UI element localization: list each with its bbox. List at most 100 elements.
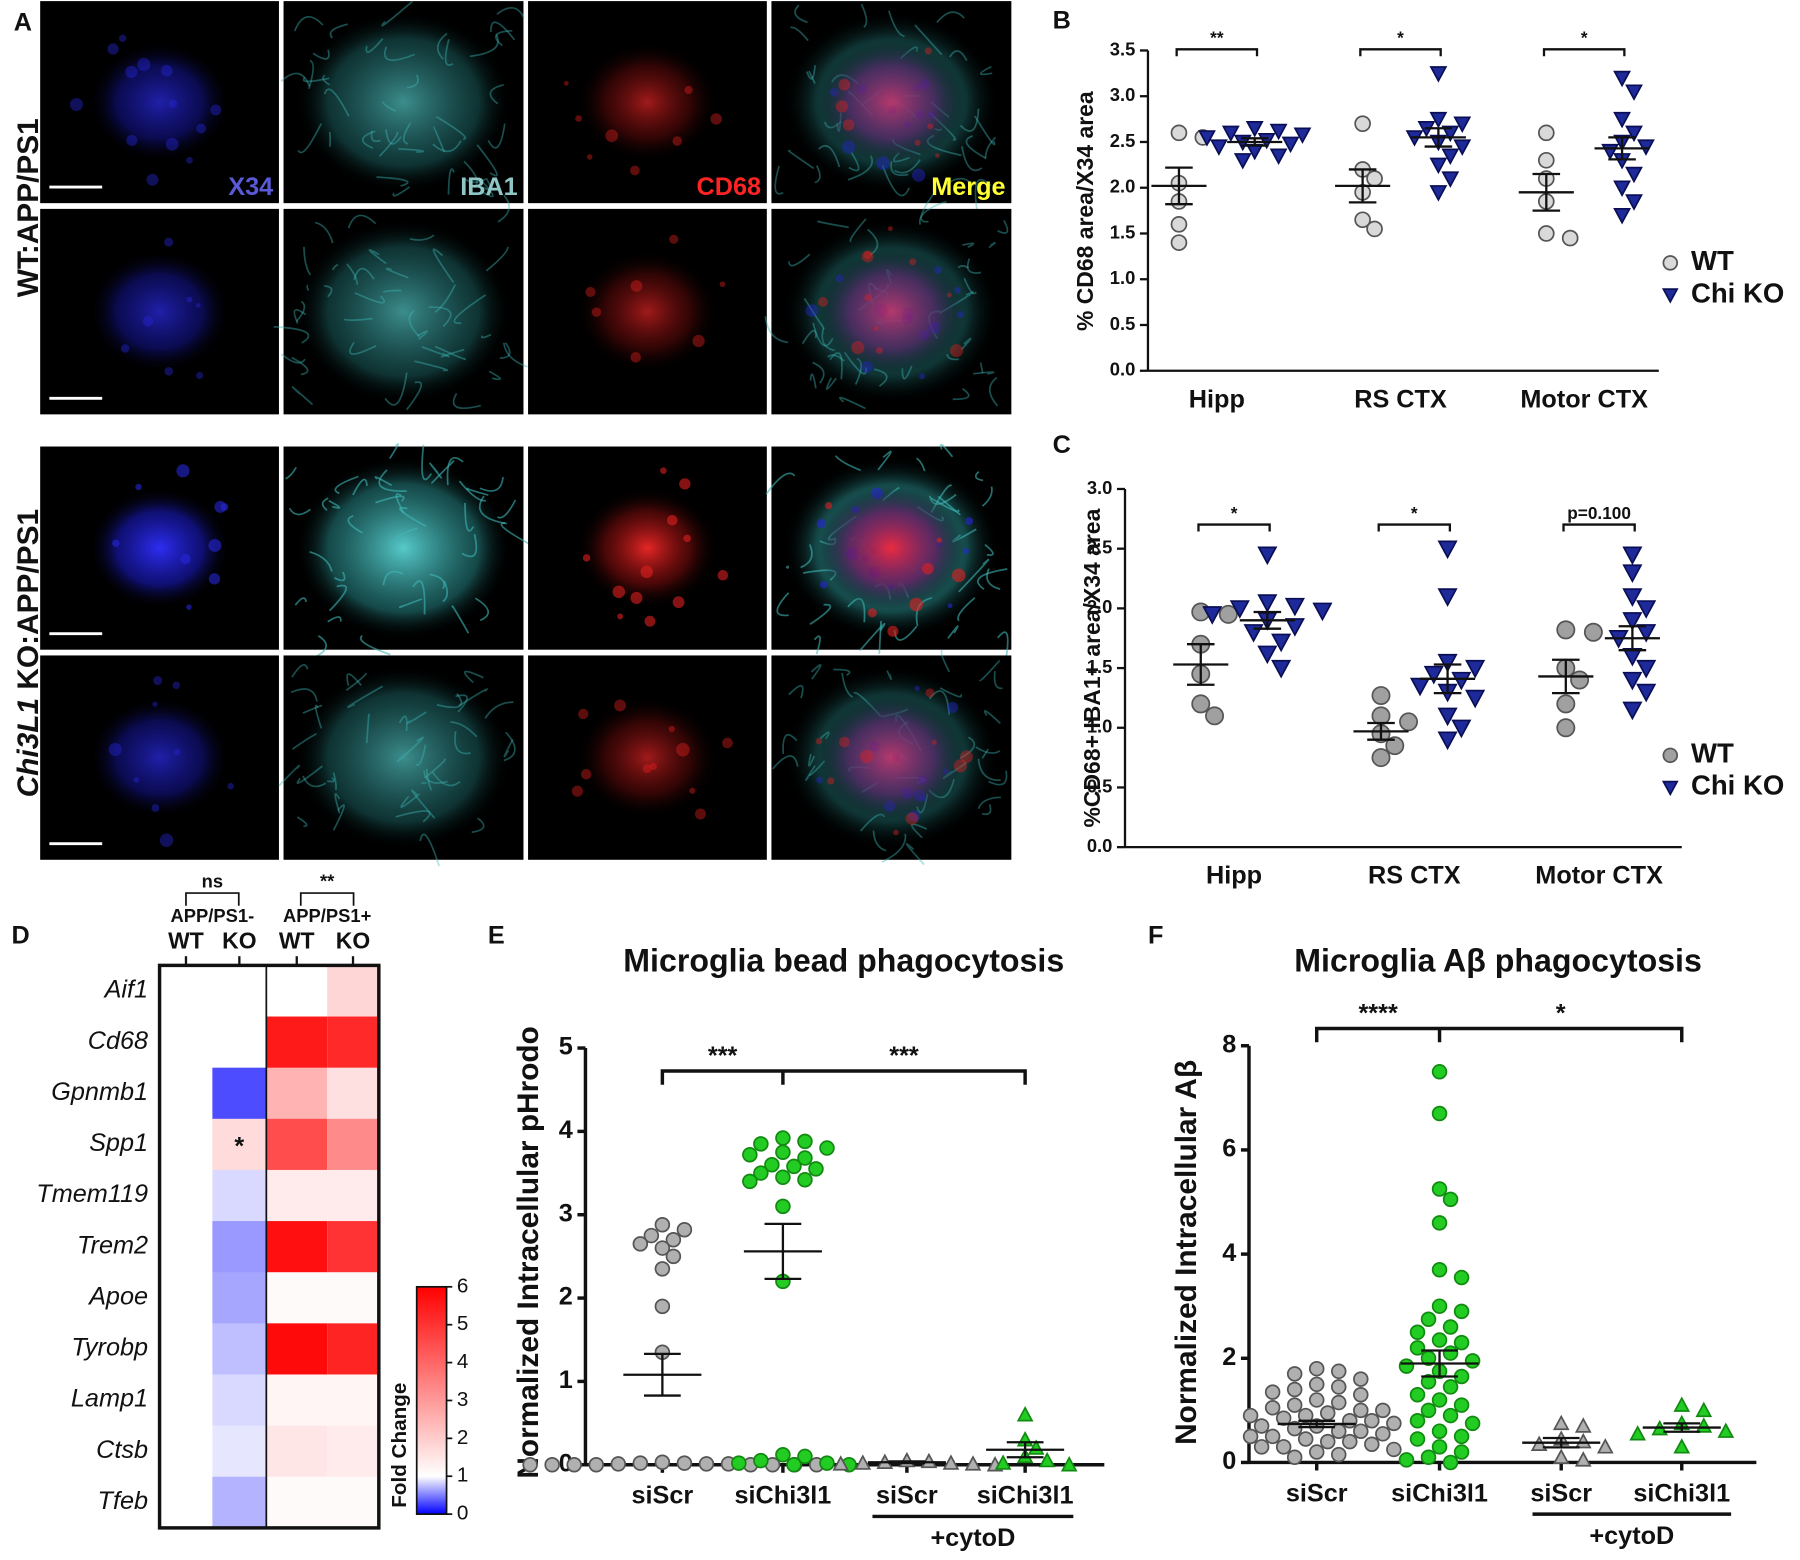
data-point [1354, 211, 1371, 229]
puncta [210, 104, 222, 116]
cell-process [354, 292, 386, 304]
cell-process [374, 476, 393, 487]
y-tick-label: 3.5 [1110, 38, 1136, 59]
puncta [816, 518, 826, 529]
data-point [1257, 645, 1278, 665]
data-point [797, 1171, 813, 1188]
colorbar-tick-label: 0 [457, 1502, 469, 1525]
cell-process [946, 353, 959, 361]
data-point [1286, 1397, 1303, 1413]
heatmap-cell [266, 965, 328, 1018]
puncta [818, 297, 828, 307]
puncta [927, 123, 934, 130]
heatmap-cell [159, 965, 213, 1018]
cell-process [324, 285, 333, 298]
cell-process [314, 221, 334, 244]
cell-process [479, 476, 504, 492]
cell-process [436, 32, 448, 60]
data-point [1242, 1407, 1259, 1424]
cell-process [402, 122, 412, 145]
data-point [775, 1130, 791, 1146]
colorbar-tick-label: 1 [457, 1464, 469, 1487]
signal-blob [819, 487, 964, 610]
data-point [1371, 686, 1391, 706]
heatmap-cell [212, 1169, 267, 1222]
data-point [1218, 604, 1238, 624]
x-tick-label: Hipp [1206, 862, 1262, 890]
cell-process [333, 571, 346, 582]
data-point [1319, 1405, 1336, 1421]
cell-process [398, 715, 408, 731]
legend-label: WT [1691, 738, 1734, 769]
data-point [1353, 1423, 1369, 1439]
data-point [786, 1158, 802, 1175]
cell-process [961, 146, 983, 172]
cell-process [302, 76, 330, 83]
data-point [1286, 1381, 1303, 1398]
data-point [1429, 111, 1448, 129]
data-point [753, 1452, 769, 1469]
x-tick-label: Hipp [1189, 385, 1245, 413]
cell-process [455, 694, 468, 713]
cell-process [431, 771, 461, 787]
data-point [1464, 1415, 1481, 1432]
puncta [875, 347, 883, 354]
puncta [946, 292, 952, 298]
data-point [1366, 220, 1383, 238]
cell-process [302, 704, 323, 714]
cell-process [977, 758, 1001, 782]
channel-label: CD68 [697, 173, 762, 201]
cell-process [442, 580, 449, 603]
cell-process [918, 200, 947, 225]
data-point [665, 1231, 682, 1248]
cell-process [484, 701, 514, 719]
cell-process [957, 265, 969, 269]
data-point [1331, 1363, 1347, 1380]
data-point [654, 1240, 671, 1256]
heatmap-cell [266, 1067, 328, 1120]
row-label: Spp1 [89, 1129, 148, 1157]
cell-process [409, 234, 435, 241]
cell-process [774, 165, 784, 195]
data-point [1269, 123, 1288, 141]
data-point [1308, 1444, 1325, 1460]
puncta [660, 467, 667, 474]
heatmap-cell [159, 1476, 213, 1529]
cell-process [384, 46, 416, 62]
error-bar [1240, 137, 1269, 147]
x-tick-label: Motor CTX [1535, 862, 1663, 890]
cell-process [788, 253, 811, 267]
data-point [775, 1144, 791, 1160]
cell-process [430, 460, 455, 484]
cell-process [860, 3, 868, 28]
cell-process [463, 670, 484, 684]
data-point [1622, 701, 1643, 721]
data-point [1625, 194, 1643, 211]
puncta [684, 85, 693, 95]
error-bar [1542, 1436, 1580, 1449]
cell-process [974, 179, 992, 212]
cell-process [764, 316, 789, 344]
puncta [909, 597, 924, 612]
micrograph-signal [273, 194, 528, 411]
cell-process [914, 24, 943, 56]
cell-process [278, 764, 301, 787]
heatmap-cell [159, 1067, 213, 1120]
puncta [824, 502, 833, 510]
legend-marker [1661, 288, 1679, 304]
error-bar [1433, 663, 1462, 695]
puncta [112, 539, 120, 547]
data-point [1409, 1431, 1426, 1447]
data-point [1437, 653, 1458, 673]
data-point [1253, 1439, 1270, 1455]
error-bar [1663, 1422, 1701, 1433]
puncta [586, 154, 593, 160]
heatmap-cell [327, 1476, 379, 1529]
cell-process [466, 487, 489, 496]
error-bar [644, 1352, 681, 1397]
data-point [1453, 116, 1472, 133]
cell-process [353, 267, 375, 281]
puncta [137, 57, 151, 72]
puncta [159, 833, 174, 848]
signal-blob [87, 249, 232, 374]
